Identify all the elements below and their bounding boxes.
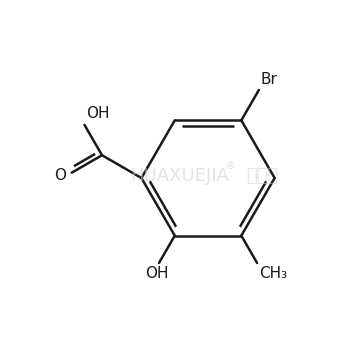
Text: HUAXUEJIA: HUAXUEJIA xyxy=(131,167,229,185)
Text: O: O xyxy=(54,168,66,183)
Text: CH₃: CH₃ xyxy=(259,267,287,282)
Text: Br: Br xyxy=(261,72,278,87)
Text: OH: OH xyxy=(145,267,169,282)
Text: OH: OH xyxy=(86,106,110,121)
Text: 化学加: 化学加 xyxy=(246,167,279,185)
Text: ®: ® xyxy=(226,161,236,171)
